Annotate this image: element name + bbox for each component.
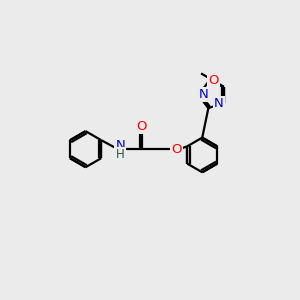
- Text: O: O: [171, 143, 181, 156]
- Text: O: O: [136, 120, 146, 133]
- Text: H: H: [116, 148, 124, 160]
- Text: N: N: [116, 139, 125, 152]
- Text: O: O: [208, 74, 219, 87]
- Text: N: N: [214, 97, 224, 110]
- Text: N: N: [199, 88, 209, 101]
